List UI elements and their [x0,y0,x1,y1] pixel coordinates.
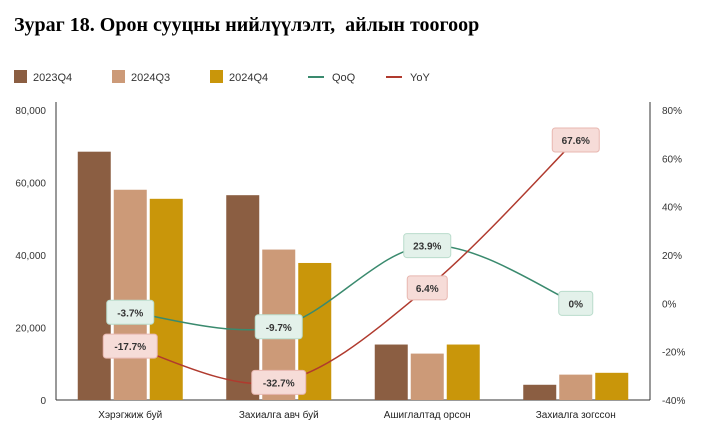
legend-label: 2023Q4 [33,72,72,84]
left-tick-label: 60,000 [15,179,46,190]
right-tick-label: -20% [662,348,685,359]
line-qoq [130,244,577,331]
data-label-box-yoy [251,369,307,395]
left-tick-label: 40,000 [15,251,46,262]
legend-swatch [112,70,125,83]
right-tick-label: 20% [662,251,682,262]
bar-2024q3 [410,353,444,400]
data-label-qoq: 0% [569,299,584,310]
legend-swatch [14,70,27,83]
data-label-box-qoq [254,314,303,340]
bar-2023q4 [523,384,557,400]
bar-2024q4 [149,198,183,400]
category-label: Захиалга авч буй [239,409,319,421]
data-label-yoy: 6.4% [416,284,439,295]
right-tick-label: 40% [662,203,682,214]
data-label-box-yoy [406,275,448,301]
left-tick-label: 0 [40,396,46,407]
data-label-box-qoq [403,233,452,259]
bar-2024q4 [446,344,480,400]
legend-swatch [210,70,223,83]
data-label-qoq: 23.9% [413,242,441,253]
bar-2024q3 [113,189,147,400]
category-label: Захиалга зогссон [536,410,616,421]
data-label-yoy: -17.7% [114,342,146,353]
data-label-box-qoq [558,290,594,316]
data-label-box-yoy [102,333,158,359]
legend-label: 2024Q4 [229,72,268,84]
right-tick-label: -40% [662,396,685,407]
data-label-qoq: -3.7% [117,308,143,319]
left-tick-label: 20,000 [15,324,46,335]
legend-label: YoY [410,72,430,84]
legend-label: QoQ [332,72,356,84]
data-label-box-yoy [551,127,600,153]
right-tick-label: 60% [662,154,682,165]
chart-title: Зураг 18. Орон сууцны нийлүүлэлт, айлын … [14,14,480,36]
category-label: Ашиглалтад орсон [384,410,471,421]
bar-2024q4 [595,372,629,400]
legend-label: 2024Q3 [131,72,170,84]
line-yoy [130,139,577,385]
category-label: Хэрэгжиж буй [98,409,162,421]
data-label-yoy: -32.7% [263,378,295,389]
right-tick-label: 0% [662,299,677,310]
bar-2023q4 [374,344,408,400]
bar-2023q4 [77,151,111,400]
data-label-yoy: 67.6% [562,136,590,147]
left-tick-label: 80,000 [15,106,46,117]
data-label-qoq: -9.7% [266,323,292,334]
bar-2023q4 [226,195,260,400]
data-label-box-qoq [106,299,155,325]
bar-2024q3 [559,374,593,400]
right-tick-label: 80% [662,106,682,117]
